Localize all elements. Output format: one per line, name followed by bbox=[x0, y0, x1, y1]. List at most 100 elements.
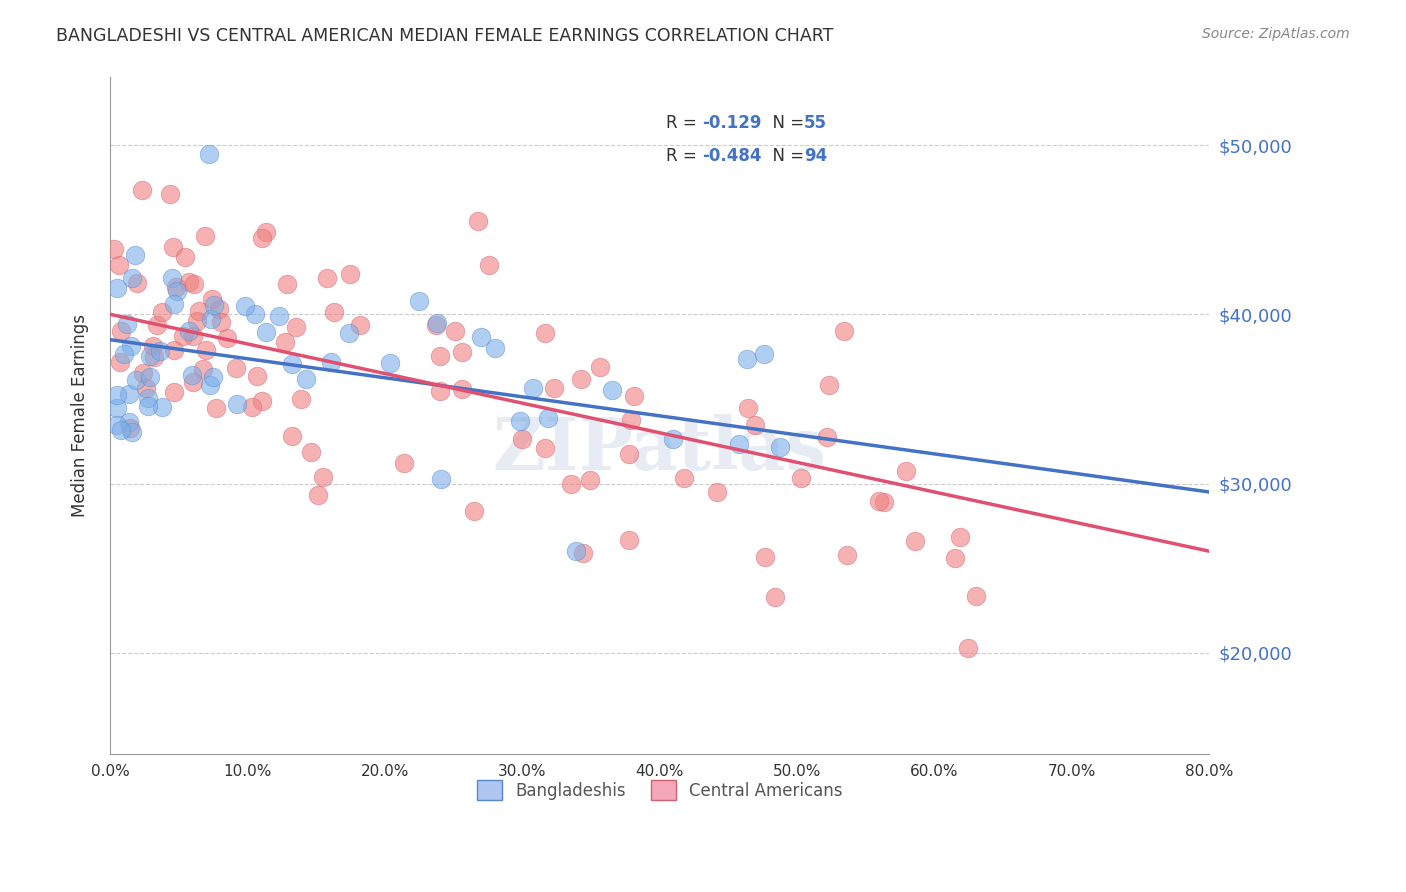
Point bbox=[429, 384, 451, 399]
Point bbox=[565, 544, 588, 558]
Point bbox=[179, 324, 201, 338]
Point bbox=[246, 368, 269, 383]
Point bbox=[943, 551, 966, 566]
Point bbox=[143, 350, 166, 364]
Point bbox=[470, 330, 492, 344]
Point bbox=[560, 477, 582, 491]
Point bbox=[949, 530, 972, 544]
Point bbox=[392, 456, 415, 470]
Point bbox=[142, 339, 165, 353]
Point bbox=[444, 324, 467, 338]
Point bbox=[339, 267, 361, 281]
Point bbox=[183, 277, 205, 291]
Point bbox=[752, 347, 775, 361]
Point bbox=[225, 397, 247, 411]
Point bbox=[201, 292, 224, 306]
Point bbox=[139, 369, 162, 384]
Point bbox=[450, 345, 472, 359]
Point bbox=[162, 385, 184, 400]
Point bbox=[201, 370, 224, 384]
Point bbox=[735, 351, 758, 366]
Point bbox=[299, 444, 322, 458]
Point bbox=[765, 591, 787, 605]
Point bbox=[105, 281, 128, 295]
Legend: Bangladeshis, Central Americans: Bangladeshis, Central Americans bbox=[464, 766, 856, 814]
Point bbox=[250, 231, 273, 245]
Point bbox=[136, 400, 159, 414]
Point bbox=[269, 309, 291, 323]
Point bbox=[135, 381, 157, 395]
Point bbox=[254, 325, 277, 339]
Point bbox=[165, 279, 187, 293]
Point bbox=[349, 318, 371, 332]
Point bbox=[194, 229, 217, 244]
Point bbox=[254, 225, 277, 239]
Point bbox=[162, 240, 184, 254]
Point bbox=[321, 355, 343, 369]
Point bbox=[509, 414, 531, 428]
Point bbox=[179, 275, 201, 289]
Point bbox=[150, 400, 173, 414]
Point bbox=[430, 472, 453, 486]
Point bbox=[484, 341, 506, 355]
Point bbox=[174, 250, 197, 264]
Point bbox=[149, 344, 172, 359]
Text: -0.484: -0.484 bbox=[703, 147, 762, 165]
Point bbox=[205, 401, 228, 415]
Point bbox=[108, 258, 131, 272]
Text: Source: ZipAtlas.com: Source: ZipAtlas.com bbox=[1202, 27, 1350, 41]
Point bbox=[619, 447, 641, 461]
Point bbox=[619, 413, 641, 427]
Point bbox=[250, 394, 273, 409]
Point bbox=[172, 329, 194, 343]
Point bbox=[225, 360, 247, 375]
Point bbox=[623, 389, 645, 403]
Point bbox=[276, 277, 298, 292]
Point bbox=[589, 359, 612, 374]
Point bbox=[868, 494, 890, 508]
Point bbox=[127, 276, 149, 290]
Point bbox=[744, 417, 766, 432]
Text: N =: N = bbox=[762, 147, 808, 165]
Point bbox=[166, 285, 188, 299]
Text: ZIPatlas: ZIPatlas bbox=[492, 414, 827, 485]
Point bbox=[543, 381, 565, 395]
Point bbox=[124, 247, 146, 261]
Point bbox=[105, 388, 128, 402]
Point bbox=[145, 318, 167, 333]
Point bbox=[215, 331, 238, 345]
Point bbox=[120, 339, 142, 353]
Point bbox=[378, 356, 401, 370]
Point bbox=[110, 324, 132, 338]
Point bbox=[139, 349, 162, 363]
Point bbox=[904, 533, 927, 548]
Point bbox=[160, 271, 183, 285]
Point bbox=[510, 432, 533, 446]
Point bbox=[818, 377, 841, 392]
Point bbox=[965, 589, 987, 603]
Point bbox=[200, 378, 222, 392]
Text: -0.129: -0.129 bbox=[703, 114, 762, 132]
Point bbox=[180, 368, 202, 383]
Point bbox=[121, 270, 143, 285]
Point bbox=[337, 326, 360, 340]
Point bbox=[425, 318, 447, 332]
Point bbox=[150, 304, 173, 318]
Point bbox=[408, 293, 430, 308]
Point bbox=[115, 318, 138, 332]
Point bbox=[873, 495, 896, 509]
Point bbox=[240, 400, 263, 414]
Point bbox=[163, 297, 186, 311]
Point bbox=[322, 304, 344, 318]
Point bbox=[790, 471, 813, 485]
Point bbox=[125, 373, 148, 387]
Point bbox=[280, 357, 302, 371]
Point bbox=[132, 366, 155, 380]
Point bbox=[197, 146, 219, 161]
Point bbox=[957, 640, 980, 655]
Point bbox=[110, 423, 132, 437]
Point bbox=[579, 474, 602, 488]
Point bbox=[284, 319, 307, 334]
Point bbox=[186, 314, 208, 328]
Text: BANGLADESHI VS CENTRAL AMERICAN MEDIAN FEMALE EARNINGS CORRELATION CHART: BANGLADESHI VS CENTRAL AMERICAN MEDIAN F… bbox=[56, 27, 834, 45]
